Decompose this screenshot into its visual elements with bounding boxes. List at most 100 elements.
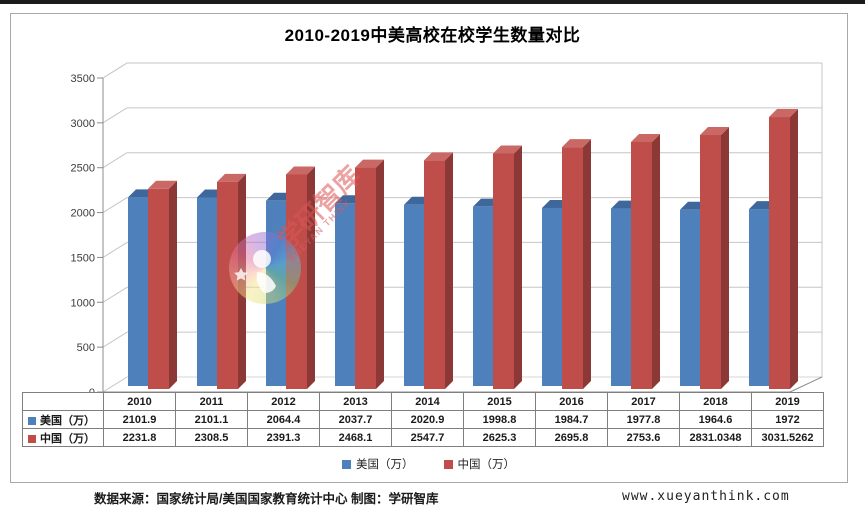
bar-cn-2010: [148, 188, 169, 389]
legend-item-us: 美国（万）: [342, 456, 414, 472]
bar-cn-2010-side: [169, 180, 177, 389]
series-swatch-cn-icon: [28, 434, 36, 443]
table-value-cell: 1984.7: [535, 410, 608, 429]
window-top-bar: [0, 0, 865, 4]
table-value-cell: 2625.3: [463, 428, 536, 447]
table-year-header: 2015: [463, 392, 536, 411]
table-year-header: 2012: [247, 392, 320, 411]
table-year-header: 2010: [103, 392, 176, 411]
floor-right-depth-edge: [789, 376, 823, 393]
bar-cn-2018-top: [700, 127, 729, 136]
bar-us-2016: [542, 207, 562, 386]
bar-cn-2018: [700, 135, 721, 389]
bar-cn-2017: [631, 141, 652, 389]
table-value-cell: 2753.6: [607, 428, 680, 447]
chart-title: 2010-2019中美高校在校学生数量对比: [284, 26, 581, 45]
gridline-depth-connector: [102, 152, 128, 169]
gridline-depth-connector: [102, 331, 128, 348]
table-value-cell: 2037.7: [319, 410, 392, 429]
bar-cn-2018-side: [721, 127, 729, 389]
legend-item-cn: 中国（万）: [443, 456, 516, 472]
table-value-cell: 2231.8: [103, 428, 176, 447]
bar-cn-2016: [562, 147, 583, 389]
y-tick-label: 500: [77, 342, 95, 354]
table-row: 美国（万） 2101.9 2101.1 2064.4 2037.7 2020.9 1998.…: [22, 410, 824, 429]
y-tick-label: 3000: [71, 118, 95, 130]
bar-cn-2012-top: [286, 166, 315, 175]
table-value-cell: 2468.1: [319, 428, 392, 447]
bar-cn-2013: [355, 167, 376, 389]
bar-cn-2011-top: [217, 173, 246, 182]
table-value-cell: 1972: [751, 410, 824, 429]
table-year-header: 2013: [319, 392, 392, 411]
bar-cn-2011: [217, 181, 238, 389]
table-year-header: 2016: [535, 392, 608, 411]
bar-cn-2014-side: [445, 152, 453, 389]
bar-cn-2016-top: [562, 139, 591, 148]
series-swatch-us-icon: [28, 416, 36, 425]
bar-cn-2019-top: [769, 109, 798, 118]
table-value-cell: 2547.7: [391, 428, 464, 447]
table-rowhead-cn: 中国（万）: [22, 428, 104, 447]
bar-cn-2017-side: [652, 133, 660, 389]
wall-top-depth-edge: [102, 62, 128, 79]
bar-cn-2016-side: [583, 139, 591, 389]
bar-us-2017: [611, 208, 631, 386]
table-value-cell: 1964.6: [679, 410, 752, 429]
table-value-cell: 2391.3: [247, 428, 320, 447]
table-row: 中国（万） 2231.8 2308.5 2391.3 2468.1 2547.7 2625.…: [22, 428, 824, 447]
table-value-cell: 1977.8: [607, 410, 680, 429]
y-tick-label: 1000: [71, 297, 95, 309]
table-value-cell: 3031.5262: [751, 428, 824, 447]
table-rowhead-us: 美国（万）: [22, 410, 104, 429]
bar-cn-2014: [424, 160, 445, 389]
gridline-depth-connector: [102, 197, 128, 213]
table-value-cell: 1998.8: [463, 410, 536, 429]
floor-left-depth-edge: [102, 376, 128, 393]
chart-legend: 美国（万） 中国（万）: [10, 456, 847, 472]
table-value-cell: 2308.5: [175, 428, 248, 447]
bar-cn-2013-side: [376, 159, 384, 389]
y-tick-label: 1500: [71, 252, 95, 264]
gridline-depth-connector: [102, 107, 128, 124]
table-value-cell: 2101.9: [103, 410, 176, 429]
y-tick-label: 3500: [71, 73, 95, 85]
table-value-cell: 2101.1: [175, 410, 248, 429]
table-value-cell: 2064.4: [247, 410, 320, 429]
legend-swatch-cn-icon: [443, 459, 453, 469]
data-table: 2010 2011 2012 2013 2014 2015 2016 2017 2018 2019…: [22, 392, 824, 447]
bar-us-2010: [128, 197, 148, 386]
legend-label: 美国（万）: [356, 459, 414, 471]
table-year-header: 2019: [751, 392, 824, 411]
bar-us-2015: [473, 206, 493, 386]
bar-us-2013: [335, 203, 355, 386]
bar-cn-2019-side: [790, 109, 798, 389]
watermark-logo-figure-icon: [234, 250, 276, 293]
table-row: 2010 2011 2012 2013 2014 2015 2016 2017 2018 2019: [22, 392, 824, 411]
bar-us-2019: [749, 209, 769, 386]
table-year-header: 2014: [391, 392, 464, 411]
legend-label: 中国（万）: [457, 459, 516, 471]
gridline-depth-connector: [102, 286, 128, 303]
bar-cn-2013-top: [355, 159, 384, 168]
bar-cn-2019: [769, 117, 790, 389]
table-value-cell: 2695.8: [535, 428, 608, 447]
footer-source-text: 数据来源：国家统计局/美国国家教育统计中心 制图：学研智库: [94, 492, 439, 506]
table-value-cell: 2831.0348: [679, 428, 752, 447]
y-tick-label: 2000: [71, 208, 95, 220]
table-value-cell: 2020.9: [391, 410, 464, 429]
bar-us-2011: [197, 197, 217, 386]
table-year-header: 2011: [175, 392, 248, 411]
table-year-header: 2018: [679, 392, 752, 411]
bar-us-2018: [680, 209, 700, 386]
bar-cn-2010-top: [148, 180, 177, 189]
bar-cn-2015-side: [514, 145, 522, 389]
legend-swatch-us-icon: [342, 459, 351, 469]
bar-cn-2017-top: [631, 133, 660, 142]
bar-cn-2015-top: [493, 145, 522, 154]
table-corner-cell: [22, 392, 104, 411]
data-table-body: 2010 2011 2012 2013 2014 2015 2016 2017 2018 2019…: [22, 392, 824, 447]
y-tick-label: 2500: [71, 163, 95, 175]
bar-us-2014: [404, 204, 424, 386]
